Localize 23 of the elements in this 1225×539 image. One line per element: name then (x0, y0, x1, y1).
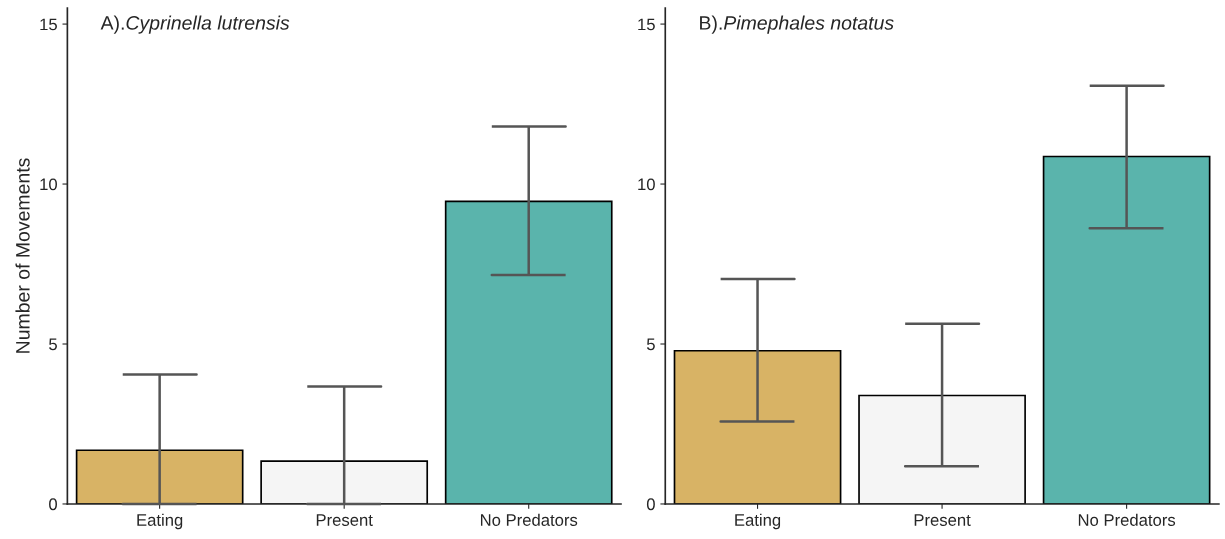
y-tick-label: 0 (646, 498, 655, 511)
bar (858, 394, 1026, 504)
x-tick-label: Present (914, 514, 971, 526)
y-tick-label: 5 (646, 338, 655, 351)
y-tick-label: 0 (49, 498, 57, 511)
y-tick-label: 15 (40, 18, 57, 31)
y-tick-label: 10 (40, 178, 57, 191)
bar (1042, 155, 1211, 504)
bar (260, 460, 429, 504)
x-tick-label: Eating (137, 513, 183, 530)
bar (673, 349, 842, 504)
x-tick-label: Eating (735, 513, 781, 530)
y-tick-label: 15 (638, 18, 655, 31)
chart-title: A).Cyprinella lutrensis (100, 15, 290, 34)
y-tick-label: 5 (49, 338, 57, 351)
bar (75, 449, 244, 504)
bar (444, 200, 613, 504)
y-tick-label: 10 (638, 178, 655, 191)
chart-title: B).Pimephales notatus (700, 15, 894, 34)
x-tick-label: No Predators (480, 513, 578, 526)
x-tick-label: No Predators (1078, 513, 1176, 526)
y-axis-title: Number of Movements (15, 158, 30, 353)
x-tick-label: Present (316, 514, 373, 526)
